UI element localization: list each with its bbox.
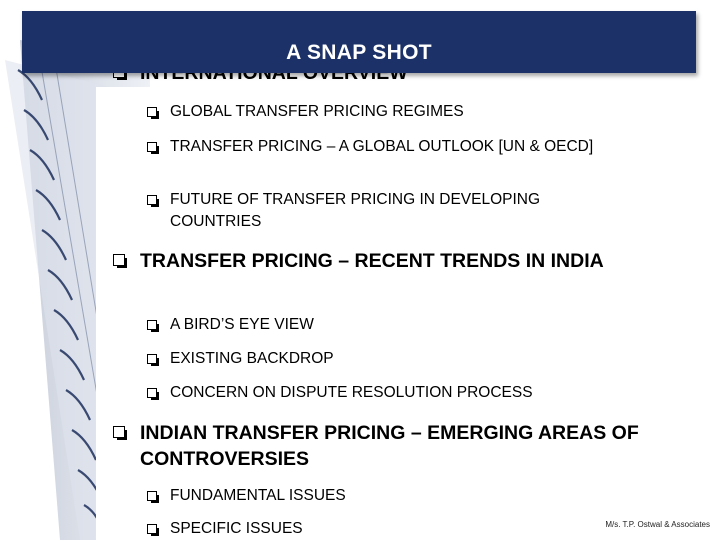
checkbox-bullet-icon [147, 142, 159, 154]
checkbox-bullet-icon [113, 426, 127, 440]
section-heading: INDIAN TRANSFER PRICING – EMERGING AREAS… [113, 420, 673, 472]
list-item: FUTURE OF TRANSFER PRICING IN DEVELOPING… [147, 189, 617, 233]
checkbox-bullet-icon [147, 524, 159, 536]
list-item: SPECIFIC ISSUES [147, 518, 303, 540]
list-item-text: FUTURE OF TRANSFER PRICING IN DEVELOPING… [170, 191, 541, 230]
checkbox-bullet-icon [147, 388, 159, 400]
page-title: A SNAP SHOT [286, 41, 432, 64]
checkbox-bullet-icon [147, 107, 159, 119]
section-heading-text: TRANSFER PRICING – RECENT TRENDS IN INDI… [140, 250, 604, 272]
content-panel [96, 87, 698, 540]
checkbox-bullet-icon [147, 491, 159, 503]
list-item-text: TRANSFER PRICING – A GLOBAL OUTLOOK [UN … [170, 138, 594, 155]
footer-brand: M/s. T.P. Ostwal & Associates [605, 520, 710, 529]
title-bar: A SNAP SHOT [22, 11, 696, 73]
list-item-text: FUNDAMENTAL ISSUES [170, 487, 346, 504]
list-item: FUNDAMENTAL ISSUES [147, 485, 346, 507]
checkbox-bullet-icon [147, 320, 159, 332]
list-item: A BIRD’S EYE VIEW [147, 314, 314, 336]
checkbox-bullet-icon [147, 354, 159, 366]
checkbox-bullet-icon [113, 254, 127, 268]
list-item: CONCERN ON DISPUTE RESOLUTION PROCESS [147, 382, 533, 404]
section-heading-text: INDIAN TRANSFER PRICING – EMERGING AREAS… [140, 422, 639, 470]
list-item-text: CONCERN ON DISPUTE RESOLUTION PROCESS [170, 384, 533, 401]
list-item: GLOBAL TRANSFER PRICING REGIMES [147, 101, 464, 123]
list-item-text: SPECIFIC ISSUES [170, 520, 303, 537]
list-item: TRANSFER PRICING – A GLOBAL OUTLOOK [UN … [147, 136, 627, 158]
list-item-text: GLOBAL TRANSFER PRICING REGIMES [170, 103, 464, 120]
list-item-text: EXISTING BACKDROP [170, 350, 334, 367]
section-heading: TRANSFER PRICING – RECENT TRENDS IN INDI… [113, 248, 673, 274]
list-item: EXISTING BACKDROP [147, 348, 334, 370]
list-item-text: A BIRD’S EYE VIEW [170, 316, 314, 333]
checkbox-bullet-icon [147, 195, 159, 207]
